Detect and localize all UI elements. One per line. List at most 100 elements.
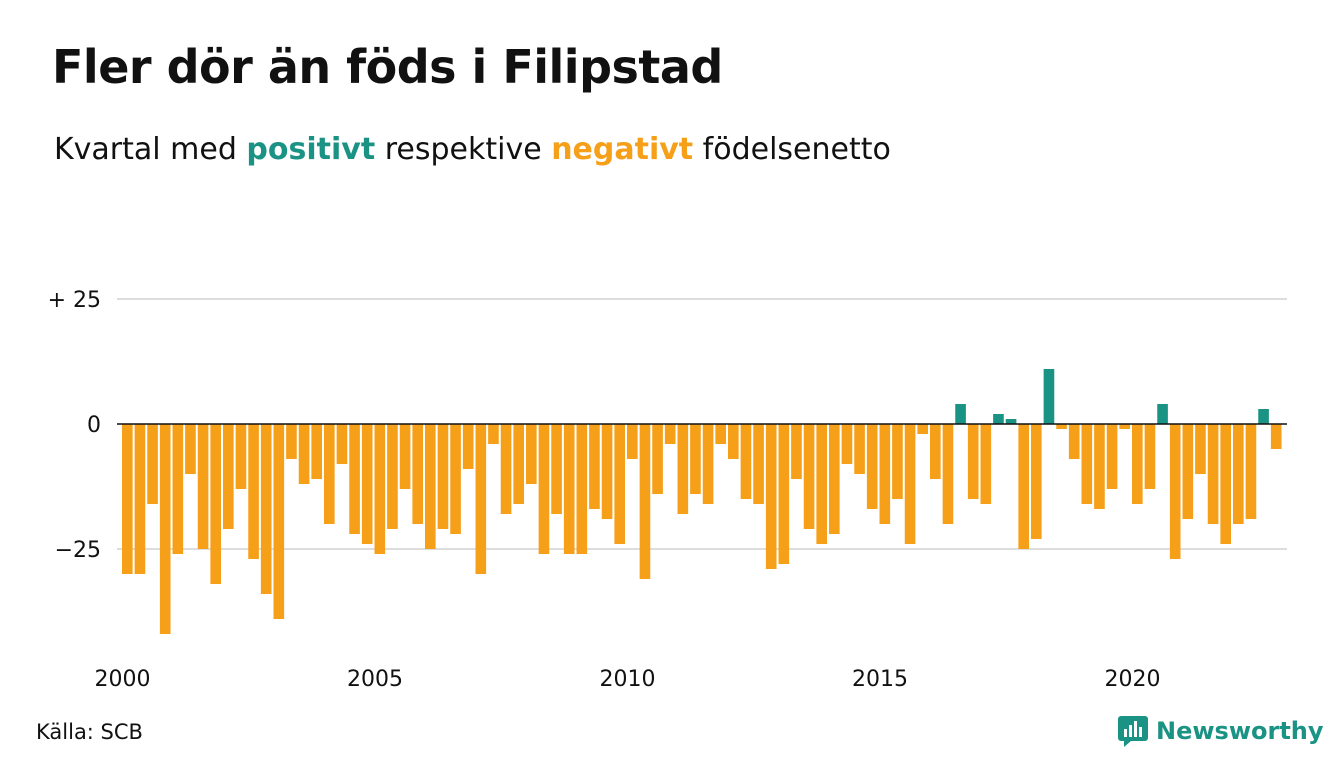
bar [1157,404,1168,424]
bar [1182,424,1194,519]
bar [134,424,146,574]
bar [664,424,676,444]
bar [1106,424,1118,489]
bar [778,424,790,564]
bar [930,424,941,479]
bar [1043,369,1055,424]
bar [147,424,158,504]
bar [715,424,727,444]
bar [563,424,575,554]
bar [462,424,474,469]
chart-title: Fler dör än föds i Filipstad [52,40,723,94]
subtitle-positive: positivt [246,132,376,167]
bar [210,424,222,584]
bar [1233,424,1244,524]
x-tick-label: 2020 [1105,667,1161,692]
bar [803,424,815,529]
bar [185,424,196,474]
bar [172,424,184,554]
subtitle-text-1: Kvartal med [54,132,247,167]
subtitle-text-3: födelsenetto [693,132,891,167]
bar [904,424,916,544]
bar [223,424,234,529]
newsworthy-logo-icon [1118,716,1148,747]
bar [235,424,247,489]
bar [298,424,310,484]
bar [829,424,840,534]
bar [740,424,752,499]
bar [387,424,398,529]
bar [1031,424,1042,539]
bar [841,424,853,464]
bar [1220,424,1232,544]
bar [967,424,979,499]
bar [122,424,133,574]
bar [475,424,487,574]
bar-chart: + 25 0 −25 2000 2005 2010 2015 2020 [48,288,1287,692]
bar [1195,424,1206,474]
bar [311,424,323,479]
bar [639,424,651,579]
bar [589,424,600,509]
bar [1068,424,1080,459]
bar [159,424,171,634]
bar [551,424,562,514]
bar [1132,424,1143,504]
bar [652,424,663,494]
bar [1018,424,1030,549]
bar [993,414,1004,424]
subtitle-negative: negativt [551,132,694,167]
bar [1119,424,1131,429]
bar [336,424,348,464]
bar [601,424,613,519]
bar [425,424,436,549]
source-note: Källa: SCB [36,720,143,744]
y-tick-label: + 25 [48,288,101,313]
bar [1094,424,1105,509]
bar [753,424,764,504]
bar [1169,424,1181,559]
bar [248,424,259,559]
bar [197,424,209,549]
bar [690,424,701,494]
bar [627,424,638,459]
bar [942,424,954,524]
bar [892,424,903,499]
bar [374,424,386,554]
bar [728,424,739,459]
bar [1144,424,1156,489]
y-tick-label: 0 [87,413,101,438]
bar [702,424,714,504]
bar [538,424,550,554]
bar [576,424,588,554]
logo-text: Newsworthy [1156,717,1324,745]
x-tick-label: 2015 [852,667,908,692]
newsworthy-logo: Newsworthy [1118,713,1324,749]
bar [1258,409,1269,424]
bar [450,424,461,534]
bar [513,424,525,504]
bar [500,424,512,514]
bar [412,424,424,524]
bar [1056,424,1067,429]
bar [816,424,828,544]
bar [614,424,626,544]
bar [1270,424,1282,449]
bar [526,424,537,484]
bar [854,424,865,474]
bar [488,424,499,444]
x-tick-label: 2005 [347,667,403,692]
bar [349,424,360,534]
bar [1081,424,1093,504]
bar [1207,424,1219,524]
bar [361,424,373,544]
bar [1005,419,1017,424]
bar [286,424,297,459]
bar [1245,424,1257,519]
bar [866,424,878,509]
bar [324,424,335,524]
bar [273,424,285,619]
bar [791,424,802,479]
bar [677,424,689,514]
x-tick-label: 2010 [600,667,656,692]
